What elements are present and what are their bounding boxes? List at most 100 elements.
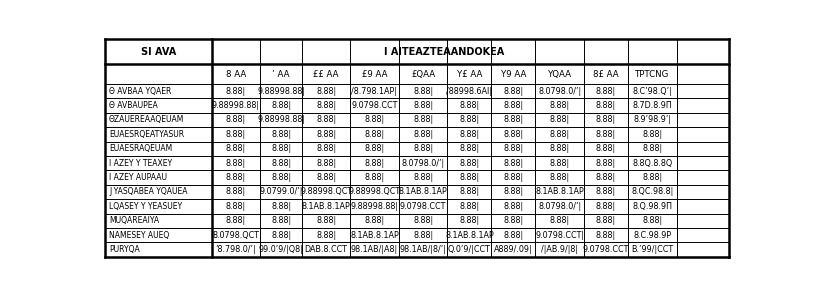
Text: 8.88|: 8.88| xyxy=(271,202,291,211)
Text: 8.88|: 8.88| xyxy=(596,130,616,139)
Text: 9.88998.QCT: 9.88998.QCT xyxy=(300,187,352,196)
Text: 8.88|: 8.88| xyxy=(596,202,616,211)
Text: B.’99/|CCT: B.’99/|CCT xyxy=(631,245,673,254)
Text: 8.88|: 8.88| xyxy=(271,144,291,153)
Text: 8.88|: 8.88| xyxy=(459,130,480,139)
Text: Y9 AA: Y9 AA xyxy=(501,70,526,79)
Text: 8.88|: 8.88| xyxy=(503,116,524,125)
Text: 8.88|: 8.88| xyxy=(413,173,433,182)
Text: 8.0798.QCT: 8.0798.QCT xyxy=(212,231,259,240)
Text: 8.88|: 8.88| xyxy=(459,116,480,125)
Text: 8.9’98.9’|: 8.9’98.9’| xyxy=(633,116,672,125)
Text: 8.88|: 8.88| xyxy=(364,173,385,182)
Text: 8.88|: 8.88| xyxy=(413,144,433,153)
Text: 8.88|: 8.88| xyxy=(271,159,291,168)
Text: Q.0’9/|CCT: Q.0’9/|CCT xyxy=(448,245,491,254)
Text: 8.88|: 8.88| xyxy=(226,144,246,153)
Text: TPTCNG: TPTCNG xyxy=(635,70,669,79)
Text: 8.1AB.8.1AP: 8.1AB.8.1AP xyxy=(302,202,350,211)
Text: 8.88|: 8.88| xyxy=(503,173,524,182)
Text: 8.QC.98.8|: 8.QC.98.8| xyxy=(631,187,673,196)
Text: 8.88|: 8.88| xyxy=(271,231,291,240)
Text: 8.88|: 8.88| xyxy=(596,159,616,168)
Text: 9.88998.88|: 9.88998.88| xyxy=(257,87,305,96)
Text: LQASEY Y YEASUEY: LQASEY Y YEASUEY xyxy=(109,202,182,211)
Text: 8.88|: 8.88| xyxy=(413,130,433,139)
Text: 8.88|: 8.88| xyxy=(364,216,385,225)
Text: MUQAREAIYA: MUQAREAIYA xyxy=(109,216,159,225)
Text: 9.88998.88|: 9.88998.88| xyxy=(257,116,305,125)
Text: Θ AVBAUPEA: Θ AVBAUPEA xyxy=(109,101,158,110)
Text: YQAA: YQAA xyxy=(548,70,572,79)
Text: 8.88|: 8.88| xyxy=(316,87,336,96)
Text: 8.88|: 8.88| xyxy=(271,101,291,110)
Text: 8.88|: 8.88| xyxy=(503,202,524,211)
Text: DAB.8.CCT: DAB.8.CCT xyxy=(305,245,348,254)
Text: 8.88|: 8.88| xyxy=(316,231,336,240)
Text: 9.0798.CCT|: 9.0798.CCT| xyxy=(535,231,584,240)
Text: 8.88|: 8.88| xyxy=(271,216,291,225)
Text: 8.88|: 8.88| xyxy=(503,101,524,110)
Text: 8.88|: 8.88| xyxy=(413,101,433,110)
Text: /|AB.9/|8|: /|AB.9/|8| xyxy=(541,245,578,254)
Text: 9.88998.QCT: 9.88998.QCT xyxy=(348,187,401,196)
Text: 8.88|: 8.88| xyxy=(316,216,336,225)
Text: 8.88|: 8.88| xyxy=(550,173,570,182)
Text: 98.1AB/|A8|: 98.1AB/|A8| xyxy=(351,245,398,254)
Text: 8£ AA: 8£ AA xyxy=(593,70,619,79)
Text: 8.88|: 8.88| xyxy=(226,116,246,125)
Text: 8.88|: 8.88| xyxy=(596,231,616,240)
Text: 8.88|: 8.88| xyxy=(316,130,336,139)
Text: 8.88|: 8.88| xyxy=(596,116,616,125)
Text: 8.88|: 8.88| xyxy=(226,202,246,211)
Text: 8.88|: 8.88| xyxy=(596,173,616,182)
Text: /8.798.1AP|: /8.798.1AP| xyxy=(351,87,398,96)
Text: 8.88|: 8.88| xyxy=(413,87,433,96)
Text: 8.88|: 8.88| xyxy=(459,101,480,110)
Text: 8.88|: 8.88| xyxy=(459,159,480,168)
Text: £9 AA: £9 AA xyxy=(362,70,387,79)
Text: 8.0798.0/’|: 8.0798.0/’| xyxy=(402,159,445,168)
Text: 8.88|: 8.88| xyxy=(316,116,336,125)
Text: 8.88|: 8.88| xyxy=(503,87,524,96)
Text: ’ AA: ’ AA xyxy=(272,70,290,79)
Text: 8.88|: 8.88| xyxy=(503,216,524,225)
Text: 8.88|: 8.88| xyxy=(550,159,570,168)
Text: 8.88|: 8.88| xyxy=(271,130,291,139)
Text: ££ AA: ££ AA xyxy=(313,70,339,79)
Text: 8.88|: 8.88| xyxy=(413,216,433,225)
Text: 8.8Q.8.8Q: 8.8Q.8.8Q xyxy=(632,159,672,168)
Text: 8.88|: 8.88| xyxy=(316,101,336,110)
Text: 8.88|: 8.88| xyxy=(503,231,524,240)
Text: 8.88|: 8.88| xyxy=(596,87,616,96)
Text: 8.88|: 8.88| xyxy=(316,144,336,153)
Text: 8.88|: 8.88| xyxy=(226,87,246,96)
Text: PURYQA: PURYQA xyxy=(109,245,140,254)
Text: 8.0798.0/’|: 8.0798.0/’| xyxy=(538,202,581,211)
Text: 8.88|: 8.88| xyxy=(550,216,570,225)
Text: 8.88|: 8.88| xyxy=(642,216,663,225)
Text: Y£ AA: Y£ AA xyxy=(457,70,482,79)
Text: 8.1AB.8.1AP: 8.1AB.8.1AP xyxy=(398,187,447,196)
Text: 8.88|: 8.88| xyxy=(642,144,663,153)
Text: 8.88|: 8.88| xyxy=(503,130,524,139)
Text: J YASQABEA YQAUEA: J YASQABEA YQAUEA xyxy=(109,187,188,196)
Text: 9.0798.CCT: 9.0798.CCT xyxy=(583,245,629,254)
Text: 8.88|: 8.88| xyxy=(550,130,570,139)
Text: 8.88|: 8.88| xyxy=(642,173,663,182)
Text: EUAESRQEATYASUR: EUAESRQEATYASUR xyxy=(109,130,185,139)
Text: I AZEY AUPAAU: I AZEY AUPAAU xyxy=(109,173,167,182)
Text: 8.88|: 8.88| xyxy=(364,159,385,168)
Text: 8.88|: 8.88| xyxy=(364,130,385,139)
Text: 98.1AB/|8/’|: 98.1AB/|8/’| xyxy=(400,245,446,254)
Text: 8.88|: 8.88| xyxy=(642,130,663,139)
Text: 8.88|: 8.88| xyxy=(271,173,291,182)
Text: 8.88|: 8.88| xyxy=(459,202,480,211)
Text: 8.88|: 8.88| xyxy=(503,144,524,153)
Text: 8.88|: 8.88| xyxy=(364,144,385,153)
Text: 8.88|: 8.88| xyxy=(459,144,480,153)
Text: 8.88|: 8.88| xyxy=(226,216,246,225)
Text: 8.88|: 8.88| xyxy=(503,187,524,196)
Text: 8.88|: 8.88| xyxy=(596,101,616,110)
Text: 8 AA: 8 AA xyxy=(226,70,246,79)
